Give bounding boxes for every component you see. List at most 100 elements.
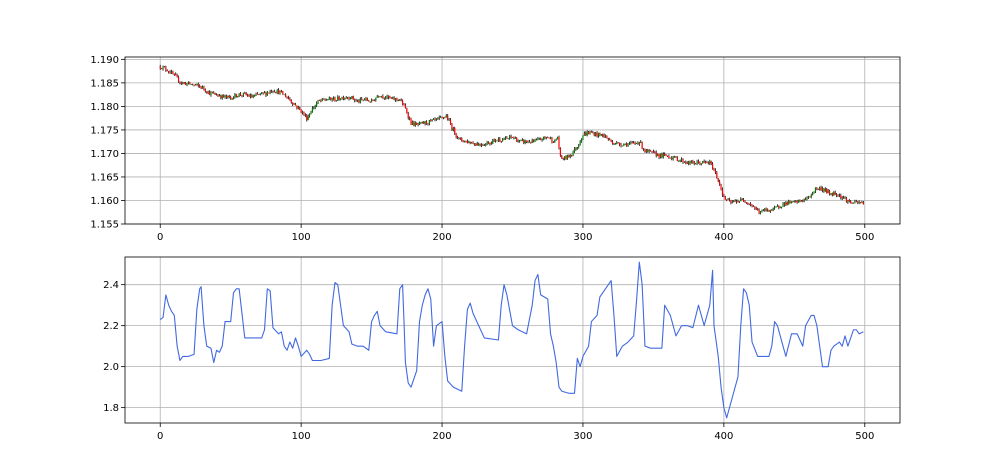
candle-body: [616, 142, 618, 144]
candle-body: [489, 142, 491, 145]
candle-body: [428, 120, 430, 124]
candle-body: [225, 95, 228, 98]
candle-body: [843, 197, 845, 199]
candle-body: [511, 137, 514, 138]
candle-body: [401, 100, 404, 105]
candle-body: [500, 141, 502, 142]
candle-body: [530, 142, 532, 144]
candle-body: [551, 137, 553, 142]
candle-body: [812, 193, 814, 196]
candle-body: [525, 140, 528, 143]
candle-body: [542, 136, 545, 140]
candle-body: [317, 100, 319, 104]
candle-body: [418, 122, 421, 125]
candle-body: [710, 161, 712, 164]
candle-body: [406, 108, 408, 114]
candle-body: [579, 141, 581, 146]
candle-body: [518, 140, 521, 142]
candle-body: [200, 86, 202, 89]
candle-body: [285, 94, 287, 98]
candle-body: [666, 155, 669, 157]
candle-body: [834, 192, 836, 195]
candle-body: [414, 122, 416, 126]
candle-body: [210, 92, 212, 96]
candle-body: [742, 199, 745, 202]
candle-body: [673, 156, 676, 158]
candle-body: [555, 139, 557, 141]
candle-body: [680, 159, 683, 161]
candle-body: [469, 141, 471, 144]
y-tick-label: 1.155: [90, 220, 119, 231]
candle-body: [379, 96, 381, 98]
candle-body: [644, 149, 646, 153]
candle-body: [837, 195, 839, 197]
candle-body: [503, 139, 505, 141]
candle-body: [300, 109, 302, 113]
candle-body: [750, 203, 752, 205]
candle-body: [661, 153, 663, 157]
candle-body: [486, 142, 488, 144]
candle-body: [809, 196, 811, 198]
candle-body: [361, 98, 363, 100]
candle-body: [737, 201, 739, 203]
x-tick-label: 500: [855, 431, 874, 442]
candle-body: [266, 92, 268, 96]
candle-body: [521, 139, 523, 141]
candle-body: [675, 156, 677, 158]
candle-body: [427, 123, 429, 125]
candle-body: [847, 200, 849, 203]
candle-body: [552, 141, 554, 143]
candle-body: [224, 95, 226, 98]
candle-body: [528, 141, 531, 143]
candle-body: [363, 99, 366, 101]
candle-body: [478, 143, 480, 146]
candle-body: [355, 100, 357, 102]
candle-body: [751, 204, 753, 207]
candle-body: [768, 210, 770, 212]
candle-body: [766, 208, 769, 211]
candle-body: [861, 202, 863, 204]
candle-body: [589, 131, 591, 134]
candle-body: [434, 118, 436, 120]
candle-body: [858, 202, 860, 203]
candle-body: [819, 187, 821, 190]
candle-body: [658, 154, 660, 158]
candle-body: [714, 169, 717, 173]
candle-body: [759, 212, 762, 214]
candle-body: [683, 162, 686, 163]
candle-body: [637, 143, 639, 145]
candle-body: [717, 178, 719, 182]
candle-body: [724, 196, 726, 200]
candle-body: [626, 143, 628, 147]
candle-body: [432, 118, 435, 120]
candle-body: [634, 142, 636, 144]
candle-body: [534, 139, 536, 142]
candle-body: [292, 102, 294, 105]
candle-body: [547, 137, 549, 139]
x-tick-label: 100: [292, 232, 311, 243]
candle-body: [757, 208, 759, 211]
candle-body: [735, 201, 738, 203]
candle-body: [835, 194, 838, 196]
candle-body: [772, 207, 774, 211]
candle-body: [765, 208, 767, 211]
candle-body: [324, 99, 326, 101]
candle-body: [344, 97, 346, 99]
candle-body: [583, 133, 585, 136]
candle-body: [255, 93, 257, 96]
candle-body: [831, 193, 833, 196]
candle-body: [544, 136, 546, 138]
candle-body: [558, 137, 560, 148]
candle-body: [203, 86, 205, 90]
candle-body: [575, 148, 577, 150]
candle-body: [220, 96, 222, 99]
candle-body: [723, 195, 725, 197]
candle-body: [699, 162, 701, 165]
candle-body: [745, 202, 748, 204]
candle-body: [362, 99, 364, 101]
candle-body: [606, 136, 608, 139]
candle-body: [590, 131, 593, 133]
candle-body: [802, 201, 804, 202]
candle-body: [709, 161, 711, 164]
candle-body: [485, 143, 487, 146]
